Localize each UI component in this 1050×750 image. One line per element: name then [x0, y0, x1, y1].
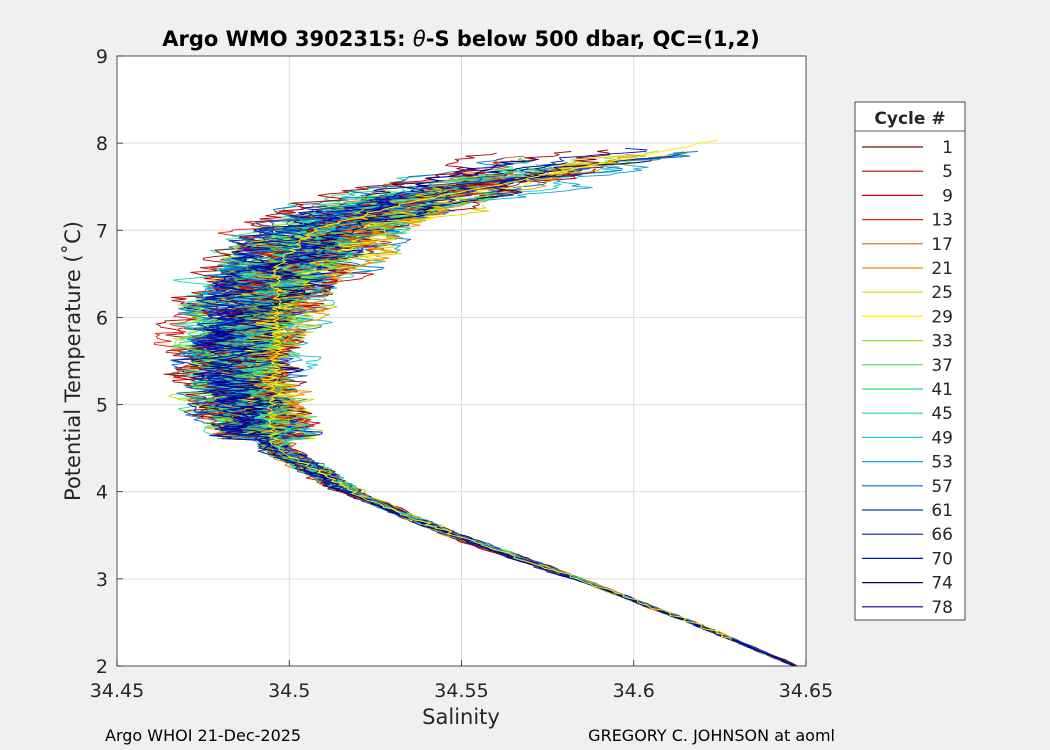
y-tick-label: 3: [96, 569, 108, 591]
legend-title: Cycle #: [874, 109, 945, 129]
legend-label: 29: [931, 307, 953, 327]
x-tick-label: 34.55: [434, 680, 488, 702]
y-tick-label: 7: [96, 220, 108, 242]
plot-frame: [116, 55, 807, 667]
y-tick-labels: 2 3 4 5 6 7 8 9: [96, 46, 108, 678]
legend-label: 25: [931, 283, 953, 303]
legend-label: 33: [931, 332, 953, 352]
y-axis-label: Potential Temperature (˚C): [61, 221, 85, 501]
legend-label: 21: [931, 259, 953, 279]
legend-label: 53: [931, 453, 953, 473]
x-tick-label: 34.45: [90, 680, 144, 702]
legend-entries: 1 5 9 13 17 21 25 29 33 37 41 45 49 53 57 61 66 70 74 78: [862, 138, 953, 618]
y-tick-label: 9: [96, 46, 108, 68]
legend-label: 61: [931, 501, 953, 521]
legend-label: 70: [931, 549, 953, 569]
legend-label: 13: [931, 211, 953, 231]
legend-label: 66: [931, 525, 953, 545]
legend-label: 9: [942, 186, 953, 206]
x-tick-label: 34.65: [779, 680, 833, 702]
y-tick-label: 6: [96, 307, 108, 329]
legend-label: 1: [942, 138, 953, 158]
legend: Cycle # 1 5 9 13 17 21 25 29 33 37 41 45 49 53 57 61 66 7…: [854, 101, 966, 621]
legend-label: 17: [931, 235, 953, 255]
x-axis-label: Salinity: [422, 705, 500, 729]
legend-label: 41: [931, 380, 953, 400]
profile-line: [266, 139, 732, 641]
chart-title: Argo WMO 3902315: θ-S below 500 dbar, QC…: [162, 27, 759, 51]
footer-right: GREGORY C. JOHNSON at aoml: [588, 726, 835, 745]
y-tick-label: 4: [96, 482, 108, 504]
legend-label: 49: [931, 428, 953, 448]
x-tick-labels: 34.45 34.5 34.55 34.6 34.65: [90, 680, 833, 702]
legend-label: 5: [942, 162, 953, 182]
profile-lines: [153, 139, 798, 667]
y-tick-label: 8: [96, 133, 108, 155]
legend-label: 37: [931, 356, 953, 376]
x-tick-label: 34.6: [613, 680, 655, 702]
legend-label: 45: [931, 404, 953, 424]
profile-line: [189, 163, 797, 667]
x-tick-label: 34.5: [268, 680, 310, 702]
footer-left: Argo WHOI 21-Dec-2025: [105, 726, 301, 745]
y-tick-label: 2: [96, 656, 108, 678]
legend-label: 57: [931, 477, 953, 497]
legend-label: 74: [931, 574, 953, 594]
y-tick-label: 5: [96, 395, 108, 417]
legend-label: 78: [931, 598, 953, 618]
